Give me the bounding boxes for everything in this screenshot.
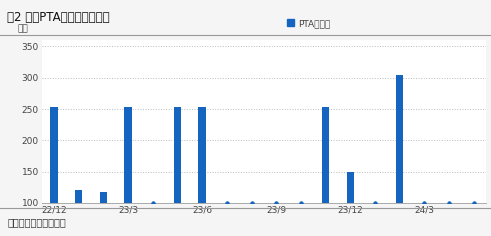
Bar bbox=[51, 107, 58, 203]
Bar bbox=[322, 107, 329, 203]
Legend: PTA新产能: PTA新产能 bbox=[283, 15, 333, 32]
Text: 图2 月度PTA新产能投产图。: 图2 月度PTA新产能投产图。 bbox=[7, 11, 110, 24]
Bar bbox=[100, 192, 107, 203]
Bar bbox=[124, 107, 132, 203]
Text: 万吨: 万吨 bbox=[17, 25, 28, 34]
Bar bbox=[396, 75, 404, 203]
Bar bbox=[198, 107, 206, 203]
Bar bbox=[75, 190, 82, 203]
Text: 数据来源：卓创资讯。: 数据来源：卓创资讯。 bbox=[7, 217, 66, 227]
Bar bbox=[174, 107, 181, 203]
Bar bbox=[347, 172, 354, 203]
